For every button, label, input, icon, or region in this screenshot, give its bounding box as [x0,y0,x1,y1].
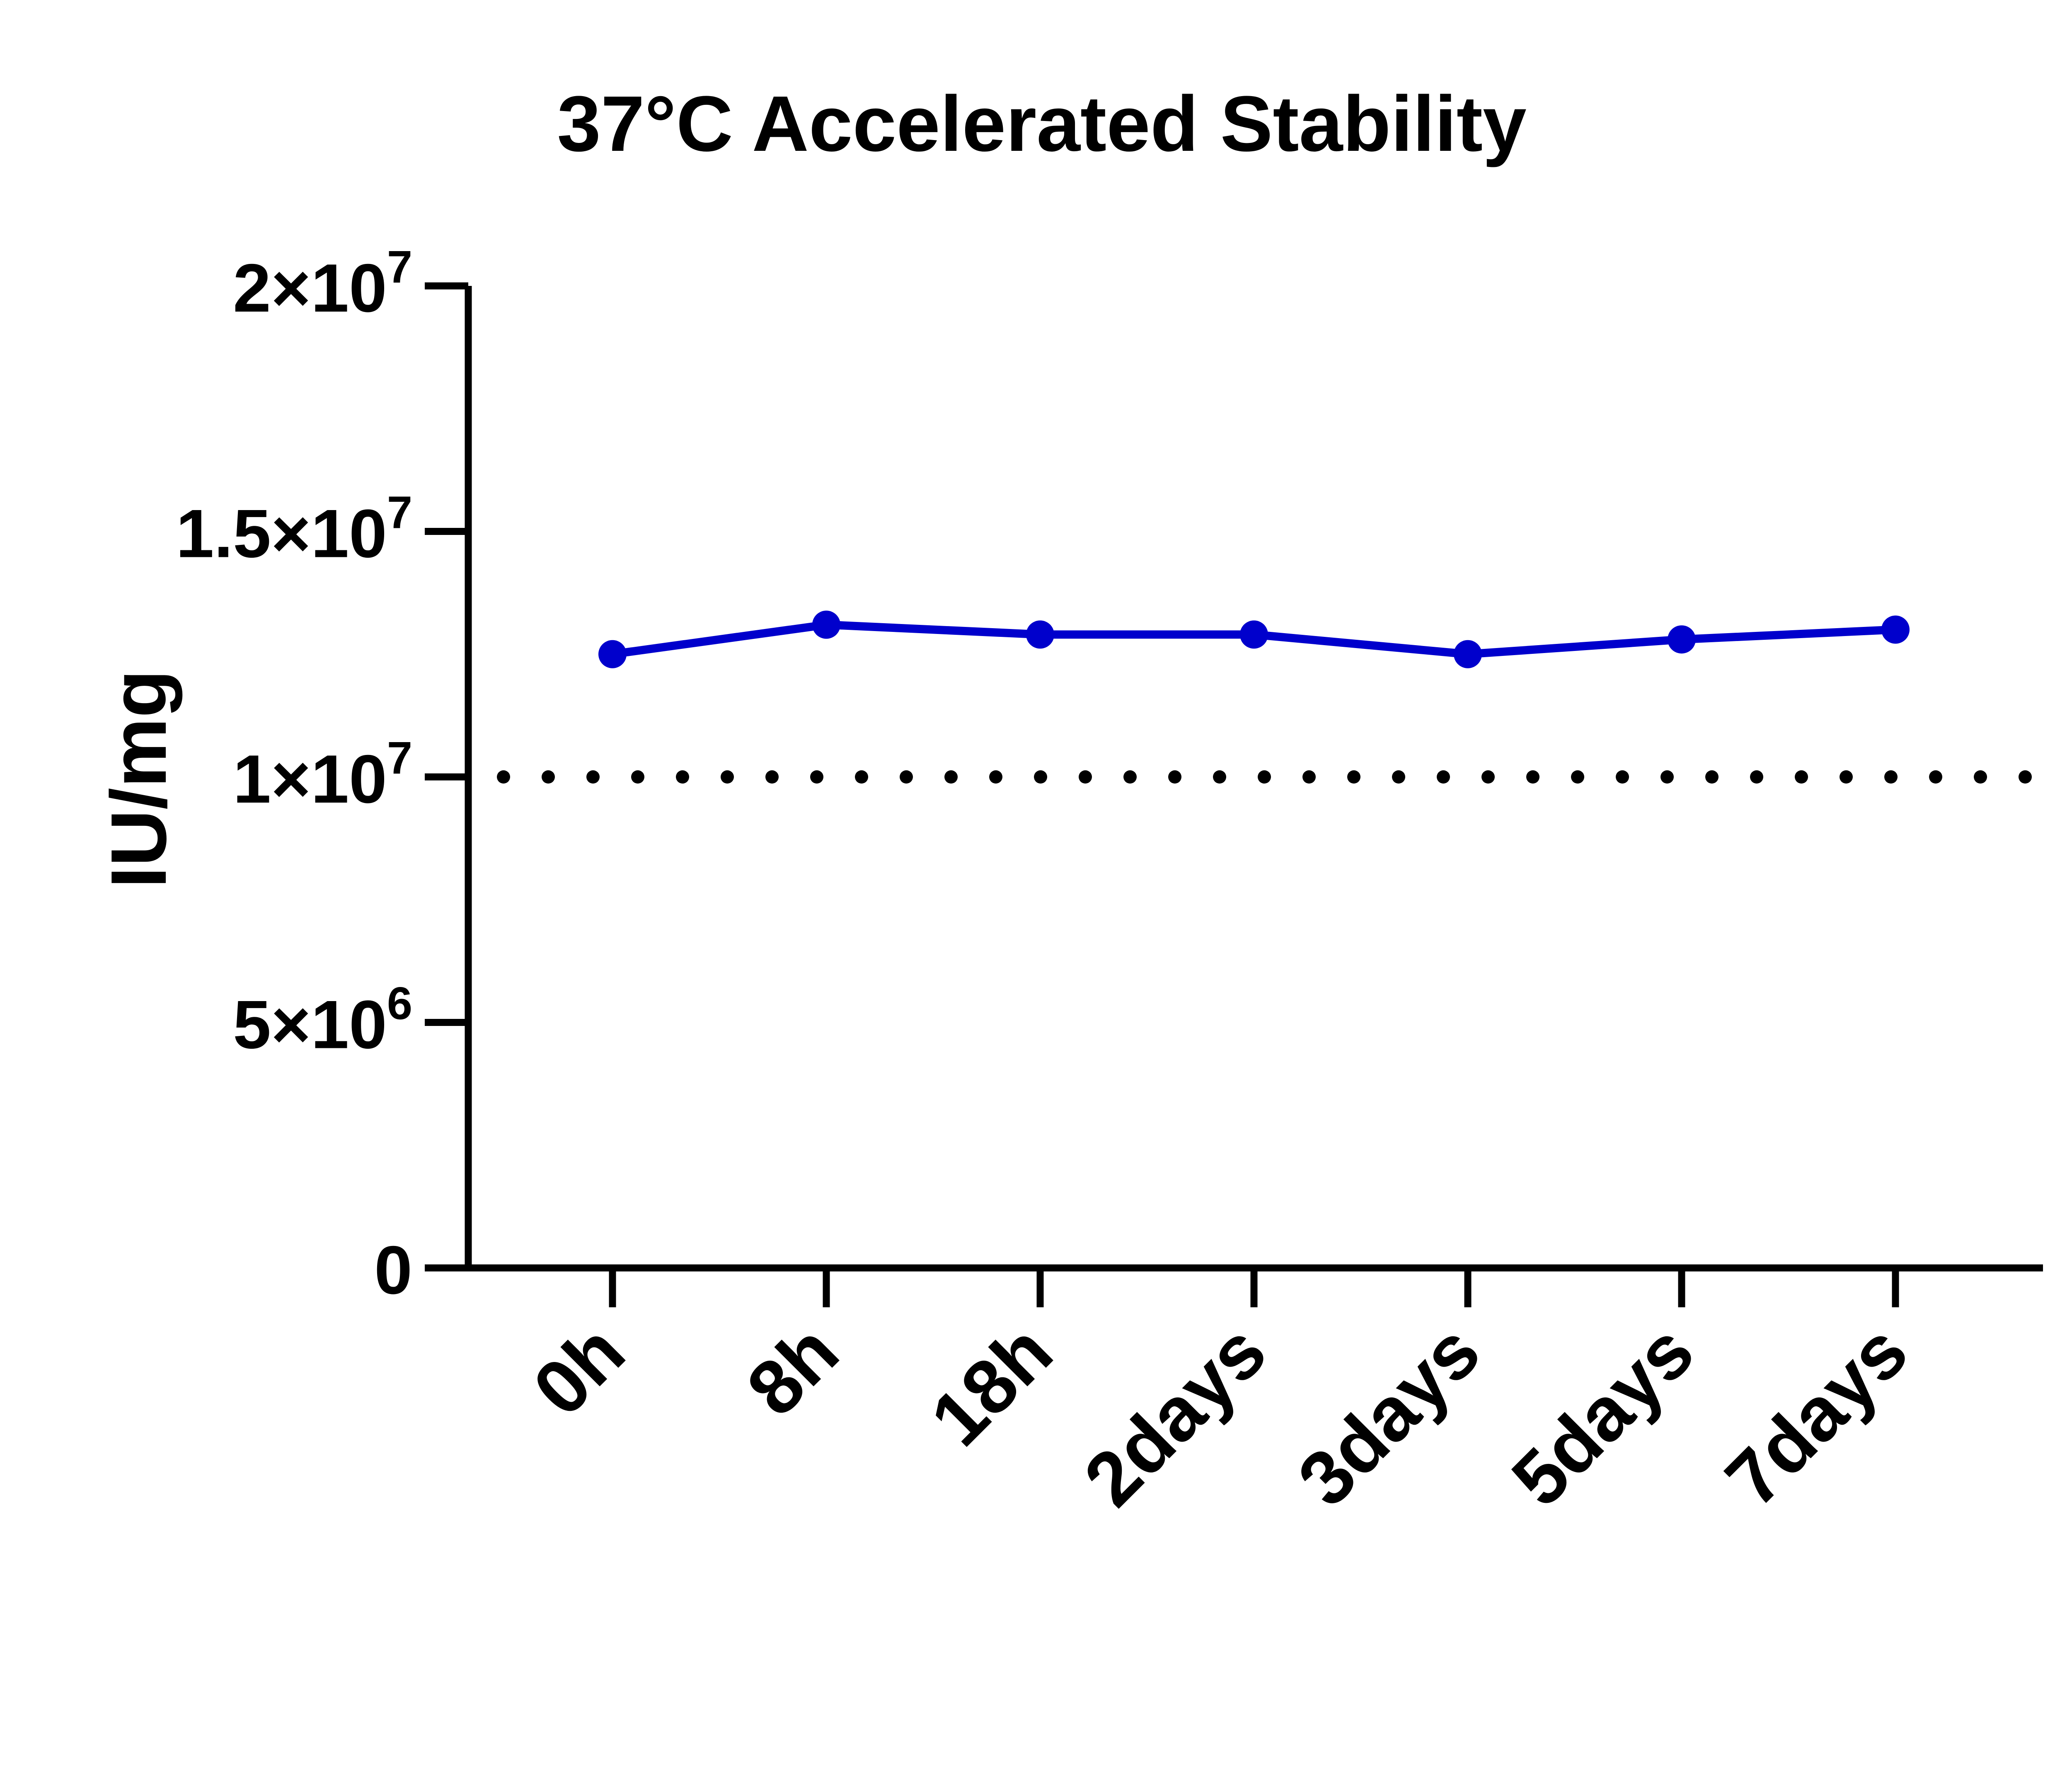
x-tick-label: 7days [1710,1309,1924,1523]
chart-title: 37°C Accelerated Stability [557,80,1527,168]
data-point [1881,615,1910,644]
data-point [812,610,840,639]
data-point [1668,625,1696,654]
y-tick-label: 5×106 [233,978,412,1063]
y-tick-label: 1×107 [233,733,412,817]
y-tick-label: 2×107 [233,242,412,326]
x-tick-label: 18h [915,1309,1068,1462]
x-tick-label: 2days [1068,1309,1283,1523]
data-point [1240,620,1268,649]
y-axis-title: IU/mg [95,670,183,888]
x-tick-label: 0h [517,1309,641,1432]
data-point [598,640,627,668]
data-point [1026,620,1054,649]
y-tick-label: 1.5×107 [176,487,412,572]
x-tick-label: 8h [731,1309,854,1432]
x-tick-label: 5days [1496,1309,1710,1523]
data-point [1454,640,1482,668]
y-tick-label: 0 [374,1232,412,1308]
x-tick-label: 3days [1282,1309,1496,1523]
